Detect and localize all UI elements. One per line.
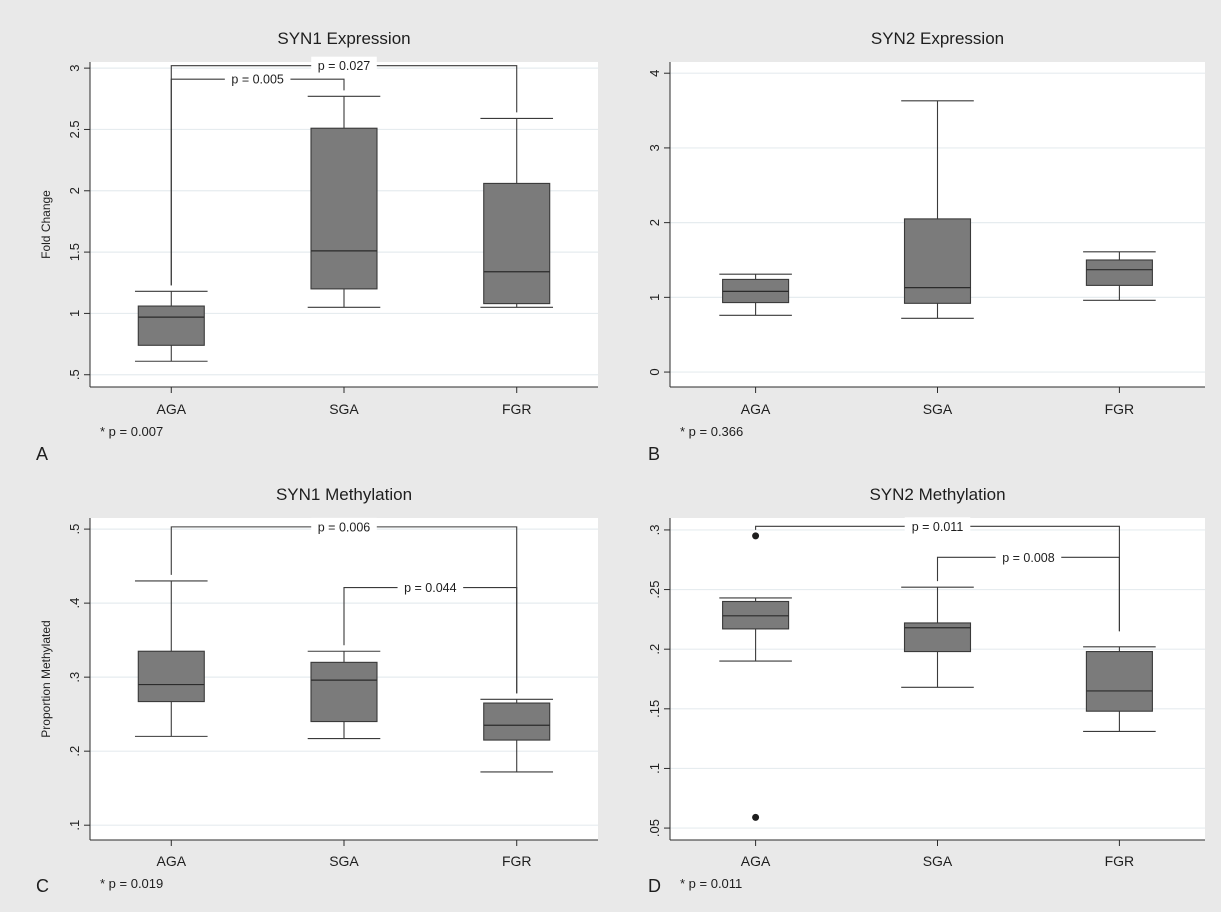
y-axis-label: Fold Change — [39, 190, 53, 259]
bracket-label-bg — [995, 548, 1062, 567]
bracket-p-value: p = 0.027 — [318, 59, 371, 73]
y-tick-label: .3 — [67, 672, 82, 683]
box-aga — [134, 580, 208, 737]
x-tick-label: SGA — [329, 401, 359, 417]
box-fgr — [1083, 251, 1156, 301]
y-tick-label: .3 — [647, 525, 662, 536]
box-iqr — [1085, 259, 1153, 286]
x-tick-label: AGA — [741, 401, 771, 417]
y-tick-label: .1 — [647, 763, 662, 774]
significance-bracket: p = 0.008 — [936, 548, 1120, 632]
x-tick-label: SGA — [923, 401, 953, 417]
box-fgr — [480, 117, 554, 308]
box-sga — [901, 100, 974, 319]
y-tick-label: 1 — [67, 310, 82, 317]
y-tick-label: .2 — [67, 746, 82, 757]
significance-bracket: p = 0.027 — [170, 56, 518, 286]
panel-title: SYN1 Methylation — [276, 485, 412, 504]
panel-letter: C — [36, 876, 49, 896]
box-sga — [901, 586, 974, 688]
bracket-label-bg — [397, 578, 464, 597]
panel-letter: A — [36, 444, 48, 464]
x-tick-label: FGR — [1105, 853, 1135, 869]
box-iqr — [310, 661, 378, 723]
y-tick-label: .4 — [67, 598, 82, 609]
box-aga — [719, 532, 792, 821]
y-tick-label: .5 — [67, 524, 82, 535]
y-tick-label: 3 — [647, 144, 662, 151]
significance-bracket: p = 0.005 — [170, 70, 345, 286]
box-sga — [307, 650, 381, 740]
box-iqr — [903, 218, 972, 304]
y-tick-label: .2 — [647, 644, 662, 655]
panel-footnote: * p = 0.011 — [680, 876, 742, 891]
panel-d: .05 .1 .15 .2 .25 .3 AGA SGA FGR p = 0.011 p = 0.0… — [647, 485, 1205, 896]
y-tick-label: 3 — [67, 65, 82, 72]
y-tick-label: 2.5 — [67, 120, 82, 138]
box-iqr — [483, 182, 551, 305]
panel-a: .5 1 1.5 2 2.5 3 Fold Change AGA SGA FGR p = 0.027… — [36, 29, 598, 464]
y-tick-label: 1.5 — [67, 243, 82, 261]
panel-letter: D — [648, 876, 661, 896]
y-tick-label: .15 — [647, 700, 662, 718]
y-axis-label: Proportion Methylated — [39, 620, 53, 737]
y-tick-label: 4 — [647, 70, 662, 77]
y-tick-label: 2 — [647, 219, 662, 226]
x-tick-label: AGA — [156, 853, 186, 869]
bracket-p-value: p = 0.006 — [318, 520, 371, 534]
box-aga — [134, 290, 208, 362]
box-iqr — [137, 650, 205, 703]
bracket-p-value: p = 0.011 — [912, 520, 964, 534]
y-tick-label: .1 — [67, 820, 82, 831]
y-tick-label: .5 — [67, 369, 82, 380]
significance-bracket: p = 0.011 — [755, 517, 1120, 632]
box-iqr — [310, 127, 378, 290]
panel-c: .1 .2 .3 .4 .5 Proportion Methylated AGA SGA FGR… — [36, 485, 598, 896]
x-tick-label: FGR — [502, 853, 532, 869]
y-tick-label: 2 — [67, 187, 82, 194]
box-iqr — [137, 305, 205, 346]
x-tick-label: SGA — [329, 853, 359, 869]
y-tick-label: 0 — [647, 368, 662, 375]
bracket-p-value: p = 0.044 — [404, 581, 457, 595]
bracket-label-bg — [904, 517, 971, 536]
bracket-label-bg — [224, 70, 291, 89]
panel-b: 0 1 2 3 4 AGA SGA FGR SYN2 Expression * p = 0.366… — [647, 29, 1205, 464]
box-fgr — [1083, 646, 1156, 733]
panel-letter: B — [648, 444, 660, 464]
significance-bracket: p = 0.044 — [343, 578, 518, 694]
bracket-p-value: p = 0.008 — [1002, 551, 1055, 565]
x-tick-label: AGA — [156, 401, 186, 417]
bracket-label-bg — [311, 56, 377, 75]
x-tick-label: AGA — [741, 853, 771, 869]
box-aga — [719, 273, 792, 316]
outlier-point — [752, 813, 760, 821]
box-iqr — [1085, 651, 1153, 712]
panel-footnote: * p = 0.366 — [680, 424, 743, 439]
x-tick-label: SGA — [923, 853, 953, 869]
box-iqr — [483, 702, 551, 741]
panel-title: SYN2 Expression — [871, 29, 1004, 48]
y-tick-label: .25 — [647, 581, 662, 599]
panel-footnote: * p = 0.007 — [100, 424, 163, 439]
x-tick-label: FGR — [1105, 401, 1135, 417]
outlier-point — [752, 532, 760, 540]
box-sga — [307, 95, 381, 308]
x-tick-label: FGR — [502, 401, 532, 417]
bracket-p-value: p = 0.005 — [231, 73, 284, 87]
y-tick-label: .05 — [647, 819, 662, 837]
bracket-label-bg — [311, 517, 377, 536]
panel-footnote: * p = 0.019 — [100, 876, 163, 891]
panel-title: SYN1 Expression — [277, 29, 410, 48]
y-tick-label: 1 — [647, 294, 662, 301]
panel-title: SYN2 Methylation — [869, 485, 1005, 504]
box-fgr — [480, 698, 554, 773]
